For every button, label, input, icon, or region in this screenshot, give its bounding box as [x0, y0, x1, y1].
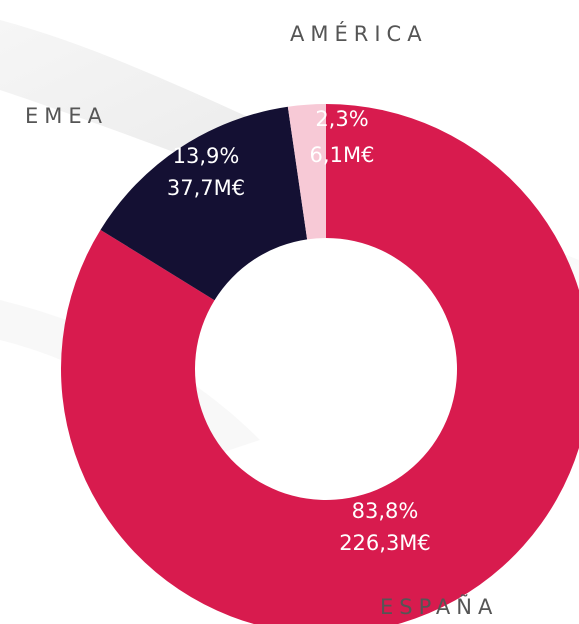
category-label: EMEA [25, 104, 108, 128]
amount-label: 6,1M€ [310, 143, 375, 167]
donut-segment [287, 104, 326, 240]
value-label: 83,8% [352, 499, 419, 523]
amount-label: 226,3M€ [339, 531, 431, 555]
value-label: 13,9% [173, 144, 240, 168]
value-label: 2,3% [315, 107, 368, 131]
donut-segment [100, 106, 308, 301]
amount-label: 37,7M€ [167, 176, 245, 200]
donut-segment [61, 104, 579, 624]
category-label: AMÉRICA [290, 21, 428, 46]
category-label: ESPAÑA [380, 593, 498, 619]
